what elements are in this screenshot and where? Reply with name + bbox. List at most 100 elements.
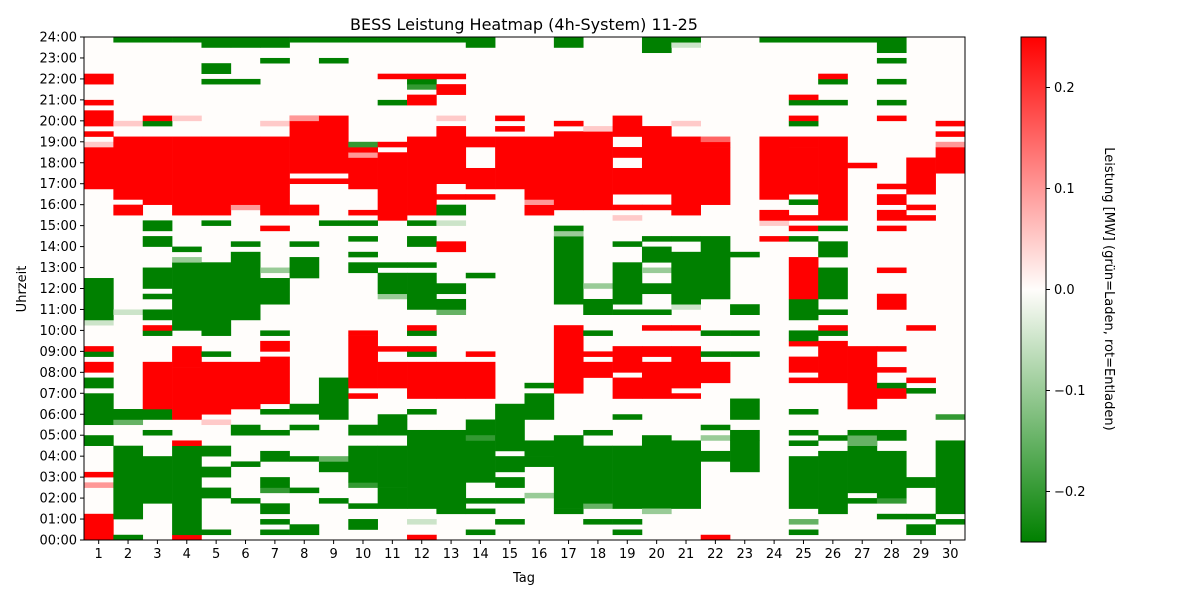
heatmap-cell — [230, 461, 261, 467]
heatmap-cell — [818, 340, 848, 384]
heatmap-cell — [583, 429, 613, 436]
heatmap-cell — [142, 120, 173, 127]
heatmap-cell — [407, 262, 437, 268]
heatmap-cell — [876, 78, 907, 85]
heatmap-cell — [348, 445, 378, 483]
heatmap-cell — [818, 241, 848, 258]
heatmap-cell — [84, 141, 114, 148]
colorbar-gradient — [1020, 36, 1047, 543]
heatmap-cell — [260, 409, 290, 415]
heatmap-cell — [318, 377, 349, 420]
heatmap-cell — [318, 57, 349, 64]
x-tick-label: 1 — [95, 547, 103, 562]
heatmap-cell — [377, 487, 408, 509]
x-tick-label: 9 — [329, 547, 337, 562]
x-tick-label: 26 — [825, 547, 842, 562]
heatmap-cell — [583, 519, 613, 525]
heatmap-cell — [260, 330, 290, 336]
heatmap-cell — [553, 225, 584, 232]
heatmap-cell — [113, 120, 144, 127]
heatmap-cell — [700, 534, 731, 541]
heatmap-cell — [172, 445, 202, 536]
heatmap-cell — [583, 445, 613, 504]
heatmap-cell — [407, 78, 437, 85]
heatmap-cell — [818, 435, 848, 441]
heatmap-cell — [730, 398, 760, 420]
heatmap-cell — [289, 115, 320, 122]
heatmap-cell — [700, 435, 731, 441]
heatmap-cell — [583, 283, 613, 289]
heatmap-cell — [553, 508, 584, 515]
heatmap-cell — [230, 498, 261, 504]
heatmap-cell — [788, 115, 819, 122]
colorbar-ticks: −0.2 −0.1 0.0 0.1 0.2 — [1046, 81, 1086, 500]
x-tick-label: 2 — [124, 547, 132, 562]
colorbar: −0.2 −0.1 0.0 0.1 0.2 Leistung [MW] (grün=La… — [1020, 36, 1116, 543]
heatmap-cell — [818, 37, 848, 43]
heatmap-cell — [671, 236, 701, 242]
heatmap-cell — [289, 37, 320, 43]
heatmap-cell — [906, 388, 936, 394]
colorbar-tick-label: −0.1 — [1054, 384, 1086, 399]
heatmap-cell — [612, 414, 643, 420]
y-tick-label: 09:00 — [40, 345, 77, 360]
heatmap-cell — [759, 236, 790, 242]
heatmap-cell — [788, 519, 819, 525]
x-tick-label: 15 — [502, 547, 519, 562]
heatmap-cell — [612, 377, 643, 399]
heatmap-cell — [788, 330, 819, 342]
heatmap-cell — [113, 445, 144, 520]
heatmap-cell — [876, 115, 907, 122]
heatmap-cell — [377, 346, 408, 352]
heatmap-cell — [876, 429, 907, 441]
heatmap-cell — [436, 241, 467, 253]
x-tick-label: 21 — [678, 547, 695, 562]
heatmap-cell — [201, 529, 232, 536]
heatmap-cell — [348, 330, 378, 336]
heatmap-cell — [318, 456, 349, 462]
heatmap-cell — [583, 351, 613, 357]
x-tick-label: 14 — [472, 547, 489, 562]
heatmap-cell — [700, 351, 731, 357]
heatmap-cell — [348, 157, 378, 190]
heatmap-cell — [788, 147, 819, 195]
heatmap-cell — [142, 325, 173, 331]
heatmap-cell — [495, 403, 525, 420]
heatmap-cell — [289, 257, 320, 279]
heatmap-cell — [465, 498, 496, 504]
x-tick-label: 11 — [384, 547, 401, 562]
heatmap-cell — [172, 37, 202, 43]
heatmap-cell — [935, 414, 966, 420]
heatmap-cell — [377, 361, 408, 389]
heatmap-cell — [671, 440, 701, 509]
heatmap-cell — [847, 435, 878, 446]
heatmap-cell — [465, 351, 496, 357]
heatmap-cell — [788, 298, 819, 321]
heatmap-cell — [318, 37, 349, 43]
heatmap-cell — [318, 498, 349, 504]
heatmap-cell — [612, 519, 643, 525]
heatmap-cell — [524, 204, 555, 216]
heatmap-cell — [142, 309, 173, 321]
heatmap-cell — [495, 477, 525, 488]
heatmap-cell — [876, 37, 907, 54]
heatmap-cell — [84, 131, 114, 137]
heatmap-cell — [407, 37, 437, 43]
heatmap-cell — [377, 37, 408, 43]
heatmap-cell — [671, 346, 701, 389]
heatmap-cell — [260, 356, 290, 405]
heatmap-cell — [348, 519, 378, 530]
heatmap-cell — [700, 361, 731, 384]
x-tick-label: 18 — [590, 547, 607, 562]
y-tick-label: 17:00 — [40, 177, 77, 192]
heatmap-cell — [201, 466, 232, 478]
heatmap-cell — [84, 319, 114, 326]
heatmap-cell — [84, 99, 114, 106]
heatmap-cell — [641, 309, 672, 315]
heatmap-cell — [142, 293, 173, 300]
y-tick-label: 03:00 — [40, 471, 77, 486]
heatmap-cell — [289, 115, 320, 174]
heatmap-cell — [407, 94, 437, 106]
heatmap-cell — [906, 325, 936, 331]
y-tick-label: 14:00 — [40, 240, 77, 255]
